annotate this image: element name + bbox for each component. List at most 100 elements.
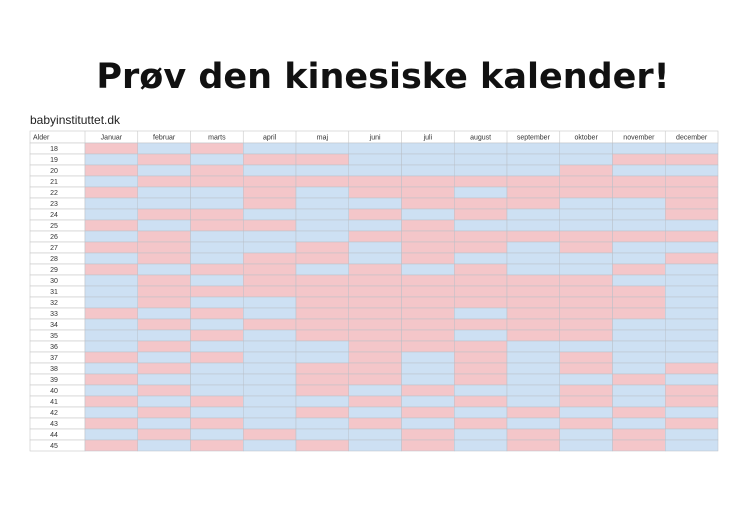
cell [348,197,402,210]
cell [190,428,244,441]
cell [84,439,138,452]
month-label: november [623,134,655,141]
cell [295,197,349,210]
cell [401,439,455,452]
cell [295,263,349,276]
cell [506,362,560,375]
cell [295,274,349,287]
cell [454,439,508,452]
cell [454,230,508,243]
cell [243,197,297,210]
age-label: 31 [50,289,58,296]
cell [454,329,508,342]
cell [243,208,297,221]
cell [612,395,666,408]
age-label: 34 [50,322,58,329]
cell [137,230,191,243]
cell [506,263,560,276]
cell [665,296,719,309]
cell [84,241,138,254]
cell [295,406,349,419]
cell [243,175,297,188]
cell [506,230,560,243]
cell [243,274,297,287]
month-label: juli [423,134,433,141]
cell [506,428,560,441]
cell [506,175,560,188]
cell [559,208,613,221]
cell [190,307,244,320]
age-label: 37 [50,355,58,362]
cell [612,175,666,188]
cell [137,153,191,166]
cell [137,219,191,232]
cell [348,175,402,188]
age-label: 33 [50,311,58,318]
cell [243,340,297,353]
cell [348,362,402,375]
cell [84,417,138,430]
cell [454,395,508,408]
cell [401,230,455,243]
cell [506,186,560,199]
cell [506,241,560,254]
cell [612,142,666,155]
cell [348,428,402,441]
cell [665,186,719,199]
cell [295,329,349,342]
cell [454,153,508,166]
cell [401,263,455,276]
cell [454,263,508,276]
cell [559,340,613,353]
cell [665,241,719,254]
cell [190,318,244,331]
cell [559,219,613,232]
age-label: 36 [50,344,58,351]
cell [612,329,666,342]
age-label: 45 [50,443,58,450]
cell [665,230,719,243]
cell [612,219,666,232]
cell [506,285,560,298]
cell [454,285,508,298]
cell [243,417,297,430]
cell [243,241,297,254]
cell [559,296,613,309]
age-label: 29 [50,267,58,274]
cell [295,208,349,221]
cell [559,241,613,254]
cell [612,241,666,254]
cell [506,439,560,452]
cell [612,252,666,265]
cell [295,241,349,254]
cell [665,362,719,375]
cell [190,351,244,364]
cell [190,230,244,243]
cell [137,252,191,265]
cell [137,307,191,320]
age-label: 39 [50,377,58,384]
cell [401,406,455,419]
cell [506,307,560,320]
cell [243,395,297,408]
cell [190,406,244,419]
cell [243,186,297,199]
month-label: marts [208,134,226,141]
cell [612,186,666,199]
cell [401,197,455,210]
cell [137,351,191,364]
cell [559,153,613,166]
cell [612,373,666,386]
cell [612,230,666,243]
age-label: 43 [50,421,58,428]
cell [295,439,349,452]
age-label: 40 [50,388,58,395]
cell [665,197,719,210]
cell [612,428,666,441]
cell [506,142,560,155]
cell [401,208,455,221]
cell [295,175,349,188]
cell [401,164,455,177]
cell [190,197,244,210]
